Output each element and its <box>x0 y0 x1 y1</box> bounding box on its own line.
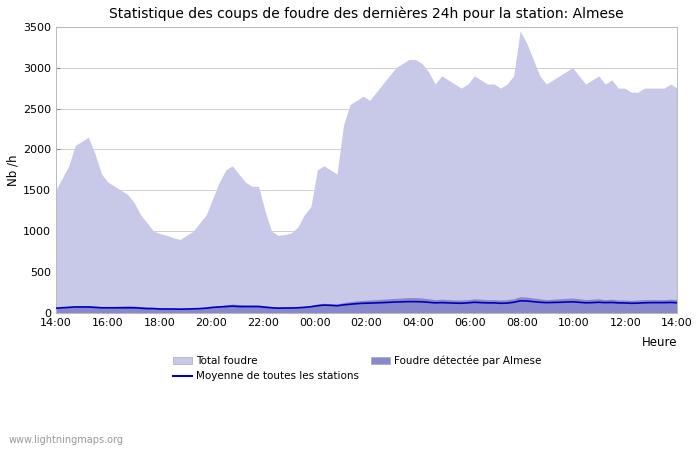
Text: www.lightningmaps.org: www.lightningmaps.org <box>8 435 123 445</box>
Y-axis label: Nb /h: Nb /h <box>7 154 20 186</box>
Title: Statistique des coups de foudre des dernières 24h pour la station: Almese: Statistique des coups de foudre des dern… <box>109 7 624 22</box>
X-axis label: Heure: Heure <box>642 336 677 349</box>
Legend: Total foudre, Moyenne de toutes les stations, Foudre détectée par Almese: Total foudre, Moyenne de toutes les stat… <box>173 356 542 381</box>
